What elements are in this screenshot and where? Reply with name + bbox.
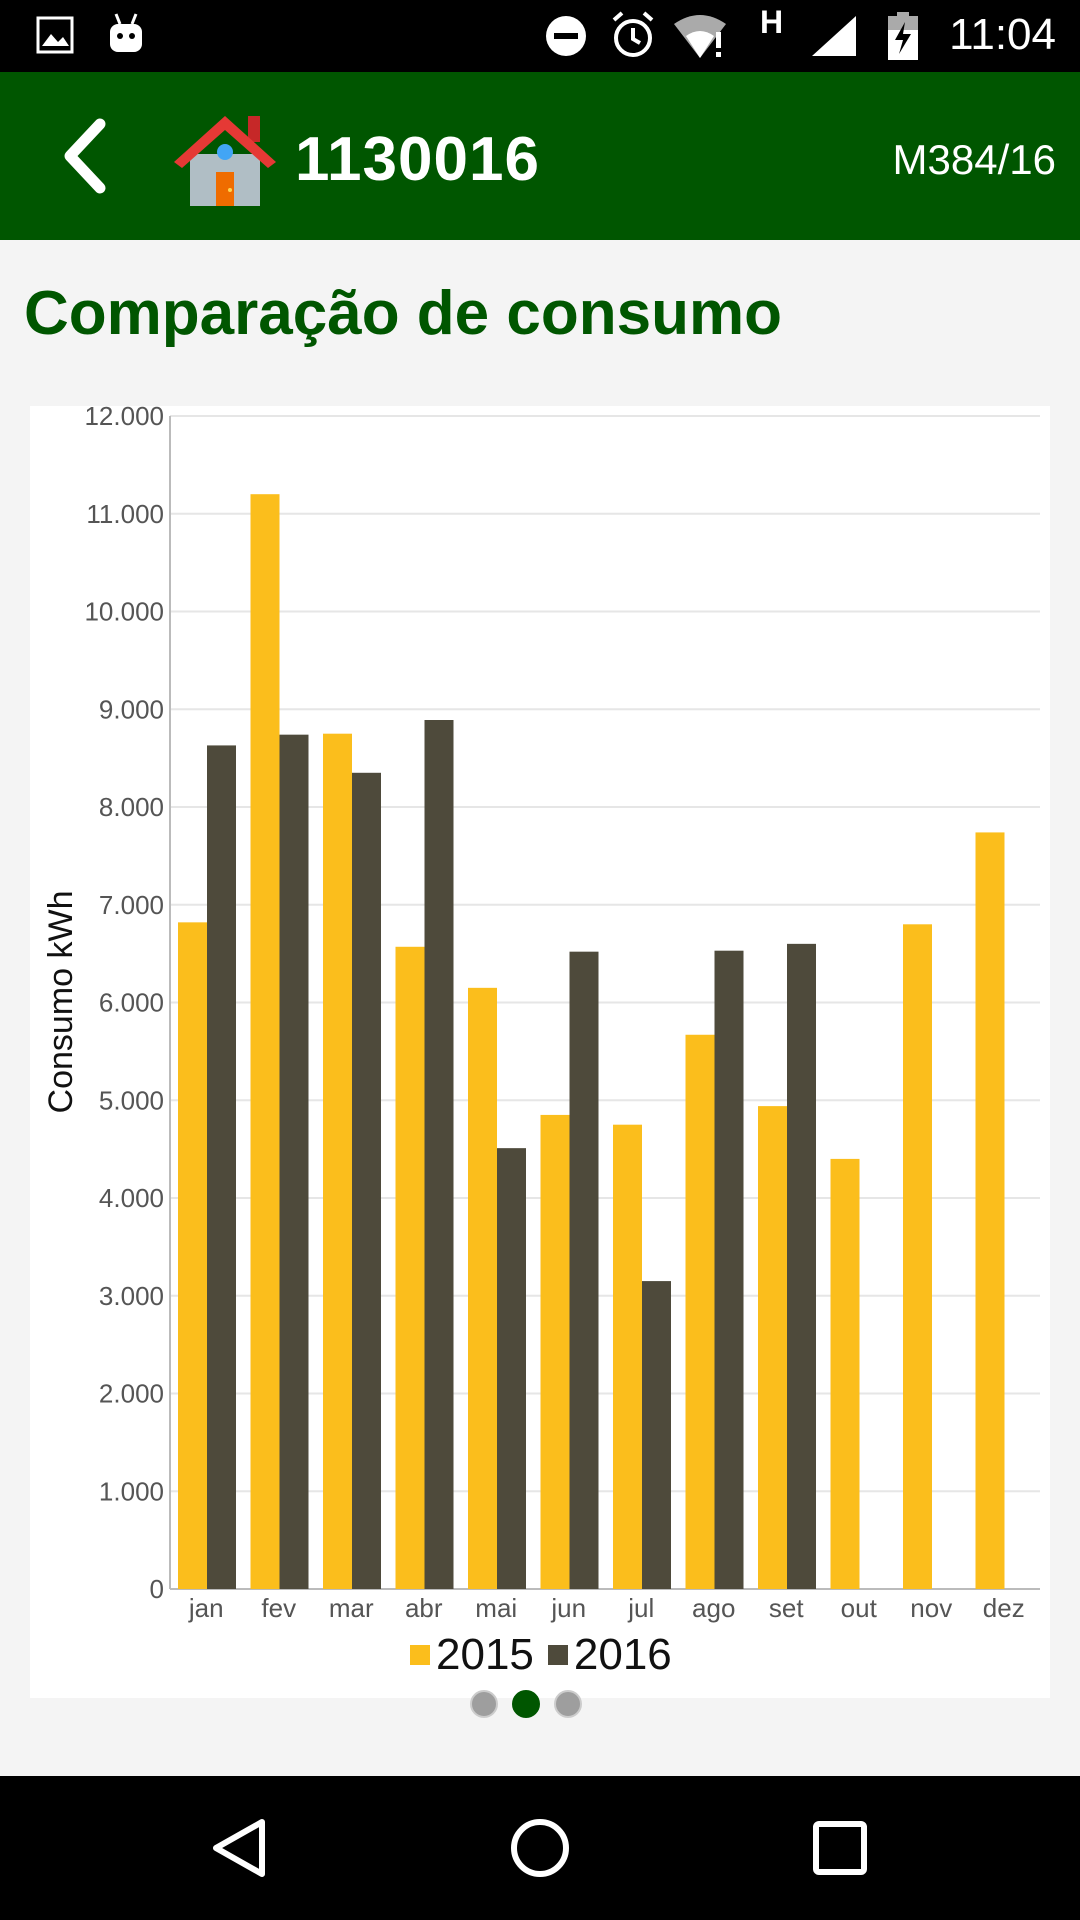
- y-tick-label: 2.000: [99, 1379, 164, 1409]
- y-tick-label: 10.000: [84, 597, 164, 627]
- network-type: H: [760, 4, 784, 40]
- bar-2016-fev: [279, 734, 309, 1589]
- chart-legend: 2015 2016: [410, 1630, 686, 1680]
- bar-2015-mai: [468, 987, 497, 1589]
- legend-item-2015: 2015: [410, 1630, 534, 1680]
- y-tick-label: 8.000: [99, 792, 164, 822]
- status-time: 11:04: [949, 10, 1056, 59]
- page-subtitle: M384/16: [892, 136, 1056, 183]
- section-title: Comparação de consumo: [24, 279, 782, 348]
- bar-2016-mai: [497, 1148, 526, 1589]
- signal-icon: [812, 16, 856, 56]
- bar-2015-dez: [975, 832, 1005, 1589]
- page-title: 1130016: [295, 125, 540, 194]
- y-tick-label: 0: [150, 1574, 164, 1604]
- x-tick-label: out: [841, 1593, 878, 1623]
- recents-square-icon[interactable]: [808, 1816, 872, 1880]
- battery-charging-icon: [888, 12, 918, 60]
- bar-2015-ago: [685, 1034, 715, 1589]
- wifi-alert-icon: [674, 15, 726, 58]
- y-tick-label: 11.000: [86, 499, 164, 529]
- x-tick-label: abr: [405, 1593, 443, 1623]
- bar-2015-fev: [250, 494, 280, 1590]
- legend-item-2016: 2016: [547, 1630, 672, 1680]
- x-tick-label: mar: [329, 1593, 374, 1623]
- y-tick-label: 5.000: [99, 1085, 164, 1115]
- y-tick-label: 1.000: [99, 1476, 164, 1506]
- bar-2015-mar: [323, 733, 352, 1589]
- alarm-icon: [612, 11, 654, 57]
- y-tick-label: 4.000: [99, 1183, 164, 1213]
- consumption-chart: 0 1.000 2.000 3.000 4.000 5.000 6.000 7.000 8.00…: [42, 401, 1040, 1623]
- x-tick-label: nov: [910, 1593, 952, 1623]
- page-dot-3[interactable]: [554, 1690, 582, 1718]
- bar-2016-set: [787, 943, 816, 1589]
- x-tick-label: dez: [983, 1593, 1025, 1623]
- page-dot-2[interactable]: [512, 1690, 540, 1718]
- bar-2015-set: [758, 1106, 787, 1589]
- x-tick-label: jan: [188, 1593, 224, 1623]
- x-tick-label: set: [769, 1593, 804, 1623]
- y-tick-label: 12.000: [84, 406, 164, 431]
- house-icon: [174, 116, 276, 206]
- page-indicator: [470, 1690, 582, 1718]
- bar-2015-abr: [395, 946, 425, 1589]
- bar-2016-abr: [424, 720, 454, 1589]
- x-tick-label: fev: [261, 1593, 296, 1623]
- bar-2016-jun: [569, 951, 599, 1589]
- bar-2015-jun: [540, 1114, 570, 1589]
- bar-2015-out: [830, 1158, 860, 1589]
- bar-2016-jan: [207, 745, 236, 1589]
- bar-2016-mar: [352, 772, 381, 1589]
- legend-label-2016: 2016: [573, 1630, 672, 1679]
- legend-swatch-2015: [410, 1645, 430, 1665]
- y-tick-label: 6.000: [99, 988, 164, 1018]
- y-tick-label: 9.000: [99, 694, 164, 724]
- x-tick-label: ago: [692, 1593, 735, 1623]
- app-bar: 1130016 M384/16: [0, 72, 1080, 240]
- back-arrow-icon[interactable]: [52, 116, 122, 196]
- y-tick-label: 7.000: [99, 890, 164, 920]
- legend-label-2015: 2015: [436, 1630, 534, 1679]
- navigation-bar: [0, 1776, 1080, 1920]
- back-triangle-icon[interactable]: [208, 1816, 272, 1880]
- x-tick-label: jul: [627, 1593, 654, 1623]
- bar-2016-ago: [714, 950, 744, 1589]
- y-tick-label: 3.000: [99, 1281, 164, 1311]
- bar-2016-jul: [642, 1281, 671, 1589]
- status-bar: H 11:04: [0, 0, 1080, 72]
- chart-card: 0 1.000 2.000 3.000 4.000 5.000 6.000 7.000 8.00…: [30, 401, 1050, 1698]
- x-tick-label: jun: [550, 1593, 586, 1623]
- page-dot-1[interactable]: [470, 1690, 498, 1718]
- y-axis-label: Consumo kWh: [42, 891, 80, 1114]
- bar-2015-jan: [178, 922, 207, 1589]
- android-icon: [110, 13, 142, 52]
- bar-2015-nov: [903, 924, 932, 1589]
- x-tick-label: mai: [475, 1593, 517, 1623]
- bar-2015-jul: [613, 1124, 642, 1589]
- legend-swatch-2016: [547, 1645, 568, 1665]
- dnd-icon: [546, 16, 586, 56]
- home-circle-icon[interactable]: [508, 1816, 572, 1880]
- image-icon: [36, 16, 74, 54]
